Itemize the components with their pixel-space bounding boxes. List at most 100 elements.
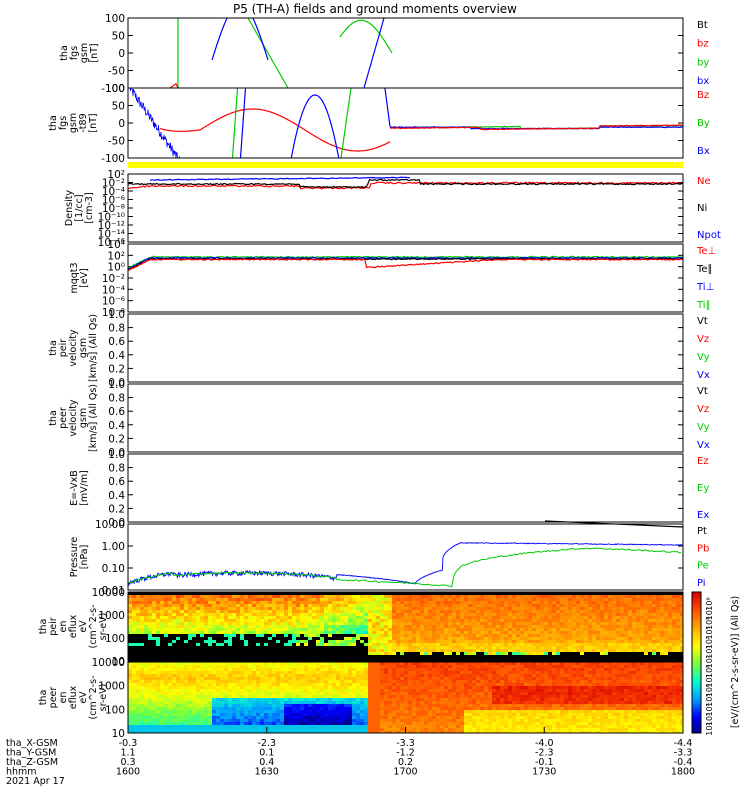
spectro-cell [408, 604, 412, 607]
spectro-cell [200, 686, 204, 689]
spectro-cell [624, 646, 628, 649]
spectro-cell [240, 698, 244, 701]
spectro-cell [492, 604, 496, 607]
spectro-cell [364, 613, 368, 616]
spectro-cell [628, 640, 632, 643]
spectro-cell [172, 607, 176, 610]
ytick-label: 0.4 [108, 490, 125, 502]
spectro-cell [360, 631, 364, 634]
spectro-cell [540, 613, 544, 616]
spectro-cell [340, 637, 344, 640]
spectro-cell [400, 607, 404, 610]
spectro-cell [504, 649, 508, 652]
legend-by: by [697, 57, 709, 68]
spectro-cell [424, 616, 428, 619]
spectro-cell [288, 622, 292, 625]
spectro-cell [296, 710, 300, 713]
spectro-cell [304, 649, 308, 652]
spectro-cell [472, 637, 476, 640]
spectro-cell [468, 637, 472, 640]
spectro-cell [140, 631, 144, 634]
spectro-cell [364, 713, 368, 716]
spectro-cell [144, 710, 148, 713]
trace-Bx [290, 95, 340, 165]
spectro-cell [620, 631, 624, 634]
spectro-cell [328, 671, 332, 674]
spectro-cell [432, 646, 436, 649]
spectro-cell [620, 622, 624, 625]
spectro-cell [416, 625, 420, 628]
spectro-cell [424, 643, 428, 646]
spectro-cell [500, 631, 504, 634]
spectro-cell [236, 610, 240, 613]
spectro-cell [280, 686, 284, 689]
spectro-cell [148, 695, 152, 698]
spectro-cell [264, 701, 268, 704]
spectro-cell [276, 631, 280, 634]
spectro-cell [640, 631, 644, 634]
spectro-cell [220, 671, 224, 674]
spectro-cell [152, 616, 156, 619]
spectro-cell [160, 683, 164, 686]
spectro-cell [252, 692, 256, 695]
spectro-cell [316, 683, 320, 686]
spectro-cell [300, 610, 304, 613]
spectro-cell [332, 631, 336, 634]
spectro-cell [148, 704, 152, 707]
spectro-cell [448, 631, 452, 634]
spectro-cell [672, 607, 676, 610]
spectro-cell [196, 640, 200, 643]
spectro-cell [284, 619, 288, 622]
spectro-cell [484, 607, 488, 610]
spectro-cell [436, 640, 440, 643]
spectro-cell [336, 713, 340, 716]
spectro-cell [624, 655, 628, 658]
spectro-cell [412, 649, 416, 652]
spectro-cell [384, 646, 388, 649]
spectro-cell [252, 646, 256, 649]
spectro-cell [336, 707, 340, 710]
spectro-cell [296, 674, 300, 677]
spectro-cell [432, 634, 436, 637]
spectro-cell [156, 604, 160, 607]
spectro-cell [492, 646, 496, 649]
spectro-cell [556, 640, 560, 643]
spectro-cell [368, 704, 372, 707]
spectro-cell [220, 640, 224, 643]
spectro-cell [448, 616, 452, 619]
spectro-cell [200, 719, 204, 722]
spectro-cell [552, 598, 556, 601]
spectro-cell [544, 598, 548, 601]
spectro-cell [168, 619, 172, 622]
spectro-cell [356, 719, 360, 722]
spectro-cell [224, 652, 228, 655]
spectro-cell [632, 646, 636, 649]
spectro-cell [188, 655, 192, 658]
spectro-cell [240, 634, 244, 637]
spectro-cell [496, 646, 500, 649]
spectro-cell [604, 652, 608, 655]
spectro-cell [244, 677, 248, 680]
spectro-cell [624, 607, 628, 610]
spectro-cell [172, 634, 176, 637]
spectro-cell [588, 610, 592, 613]
spectro-cell [180, 649, 184, 652]
spectro-cell [264, 640, 268, 643]
spectro-cell [416, 610, 420, 613]
spectro-cell [252, 616, 256, 619]
spectro-cell [144, 686, 148, 689]
spectro-cell [288, 692, 292, 695]
spectro-cell [368, 607, 372, 610]
spectro-cell [664, 628, 668, 631]
spectro-cell [268, 692, 272, 695]
spectro-cell [184, 607, 188, 610]
spectro-cell [664, 646, 668, 649]
spectro-cell [316, 665, 320, 668]
spectro-cell [592, 604, 596, 607]
spectro-cell [456, 610, 460, 613]
spectro-cell [468, 607, 472, 610]
spectro-cell [320, 640, 324, 643]
spectro-cell [208, 704, 212, 707]
spectro-cell [488, 622, 492, 625]
spectro-cell [408, 619, 412, 622]
